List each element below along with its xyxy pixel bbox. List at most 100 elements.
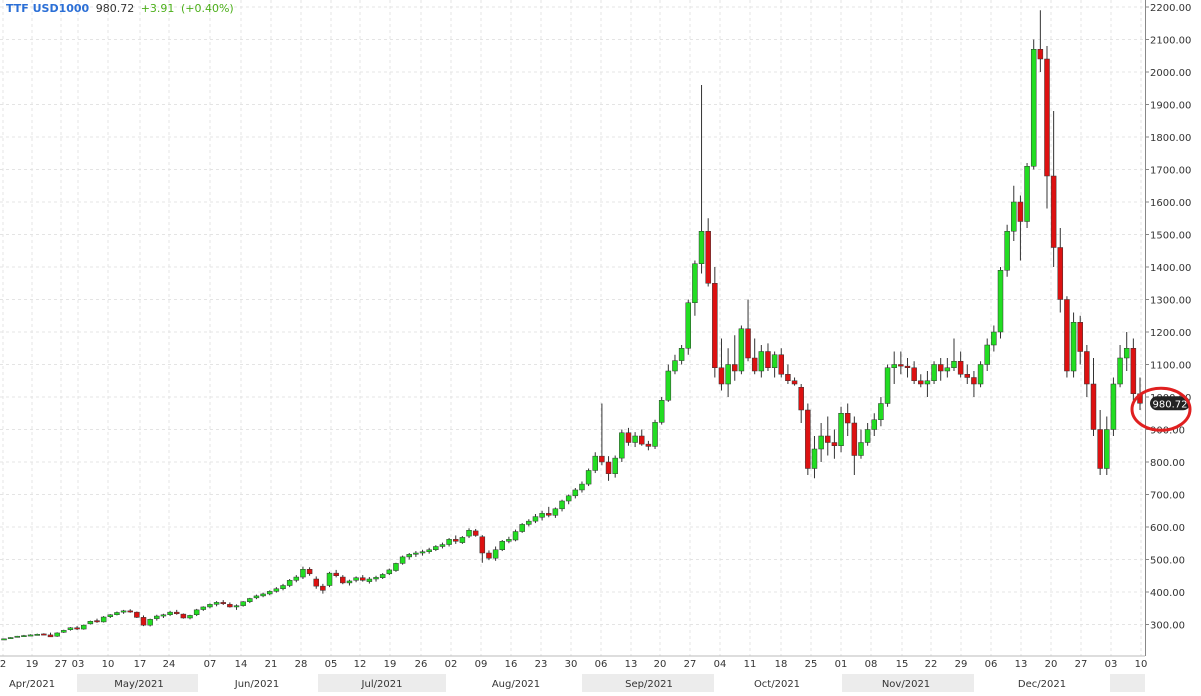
candle [546, 506, 552, 518]
candle [599, 403, 605, 466]
candle-body-down [798, 387, 804, 411]
candle-body-up [1123, 348, 1130, 359]
candle-body-up [658, 400, 665, 423]
candle [87, 620, 94, 625]
candle-body-down [1017, 201, 1024, 222]
candle [924, 371, 931, 397]
candle [134, 611, 140, 618]
candle-body-up [21, 635, 27, 637]
candle-body-down [1097, 429, 1103, 469]
month-label: May/2021 [114, 679, 164, 690]
candle-body-up [233, 605, 240, 608]
candle [7, 637, 14, 639]
candle-body-down [844, 413, 851, 424]
month-label: Dec/2021 [1018, 679, 1066, 690]
candle [413, 551, 419, 557]
candle [247, 597, 253, 604]
candle [831, 429, 838, 459]
candle [871, 413, 878, 436]
candle [399, 555, 406, 565]
candle [579, 481, 585, 493]
symbol-label[interactable]: TTF USD1000 [6, 2, 90, 15]
candle [1024, 163, 1030, 228]
candle-body-up [1030, 49, 1037, 167]
x-axis: 2 19 27 03 10 17 24 07 14 21 28 05 12 19 26 02 09 16 23 30 0… [0, 655, 1147, 670]
change-percent-text: (+0.40%) [180, 2, 234, 15]
candle [193, 608, 200, 617]
y-tick-label: 2200.00 [1150, 3, 1191, 14]
candle [326, 571, 333, 588]
candle-body-up [114, 612, 120, 615]
x-tick-label: 18 [775, 659, 788, 670]
candle [266, 590, 273, 596]
candle [127, 609, 133, 613]
candle [785, 364, 791, 384]
candle-body-down [645, 443, 652, 447]
plot-background [0, 0, 1145, 656]
candle-body-up [931, 364, 937, 381]
candle-body-down [745, 328, 751, 359]
candle [426, 547, 432, 554]
candle [379, 573, 386, 579]
candle-body-up [532, 516, 539, 522]
candle [612, 455, 618, 478]
y-tick-label: 2000.00 [1150, 68, 1191, 79]
candle-body-down [94, 620, 100, 623]
candle [200, 606, 207, 611]
candle-body-down [718, 367, 725, 385]
candle [732, 335, 738, 381]
candle-body-down [805, 409, 811, 469]
candle-body-down [41, 633, 47, 636]
candle-body-down [1077, 322, 1083, 352]
candle [486, 550, 492, 561]
candle [120, 609, 127, 614]
candle-body-down [1130, 348, 1137, 394]
candle-body-up [160, 614, 167, 617]
candle-body-down [1044, 58, 1050, 177]
candle-body-up [193, 609, 200, 615]
chart-header: TTF USD1000 980.72 +3.91 (+0.40%) [6, 2, 234, 16]
candle [918, 374, 924, 388]
candle-body-down [320, 585, 326, 591]
candle [41, 633, 47, 636]
candle [1090, 358, 1097, 436]
candle [67, 627, 74, 631]
candle-body-up [811, 448, 818, 469]
candle-body-down [546, 513, 552, 516]
candle [1050, 111, 1057, 267]
candle-body-up [565, 495, 572, 502]
candle [957, 351, 964, 378]
candle-body-down [785, 374, 791, 381]
candle-body-down [851, 422, 858, 456]
candle-body-up [871, 419, 878, 430]
candle-body-down [791, 380, 798, 385]
candle-body-up [413, 552, 419, 555]
candle-body-down [180, 613, 187, 619]
candle [678, 345, 685, 365]
candle-body-up [612, 457, 618, 474]
candle-body-up [386, 569, 393, 575]
candle-body-up [878, 403, 884, 420]
candle [738, 325, 745, 375]
candle [173, 609, 180, 615]
candle [1037, 10, 1044, 72]
candle-body-down [74, 627, 80, 630]
candle [891, 351, 897, 384]
candle [519, 523, 525, 533]
candle-body-up [519, 524, 525, 532]
x-tick-label: 08 [865, 659, 878, 670]
candle-body-up [672, 360, 678, 372]
candle-body-up [492, 549, 499, 559]
candle [1064, 296, 1070, 378]
candle-body-up [838, 413, 844, 446]
x-tick-label: 30 [565, 659, 578, 670]
candle-body-up [433, 546, 439, 550]
month-band [77, 674, 198, 692]
candle [605, 456, 612, 481]
candle-body-down [340, 576, 346, 584]
candle [798, 384, 804, 423]
candle [373, 575, 379, 582]
x-tick-label: 27 [55, 659, 68, 670]
y-tick-label: 1700.00 [1150, 166, 1191, 177]
candle-body-up [14, 635, 21, 638]
